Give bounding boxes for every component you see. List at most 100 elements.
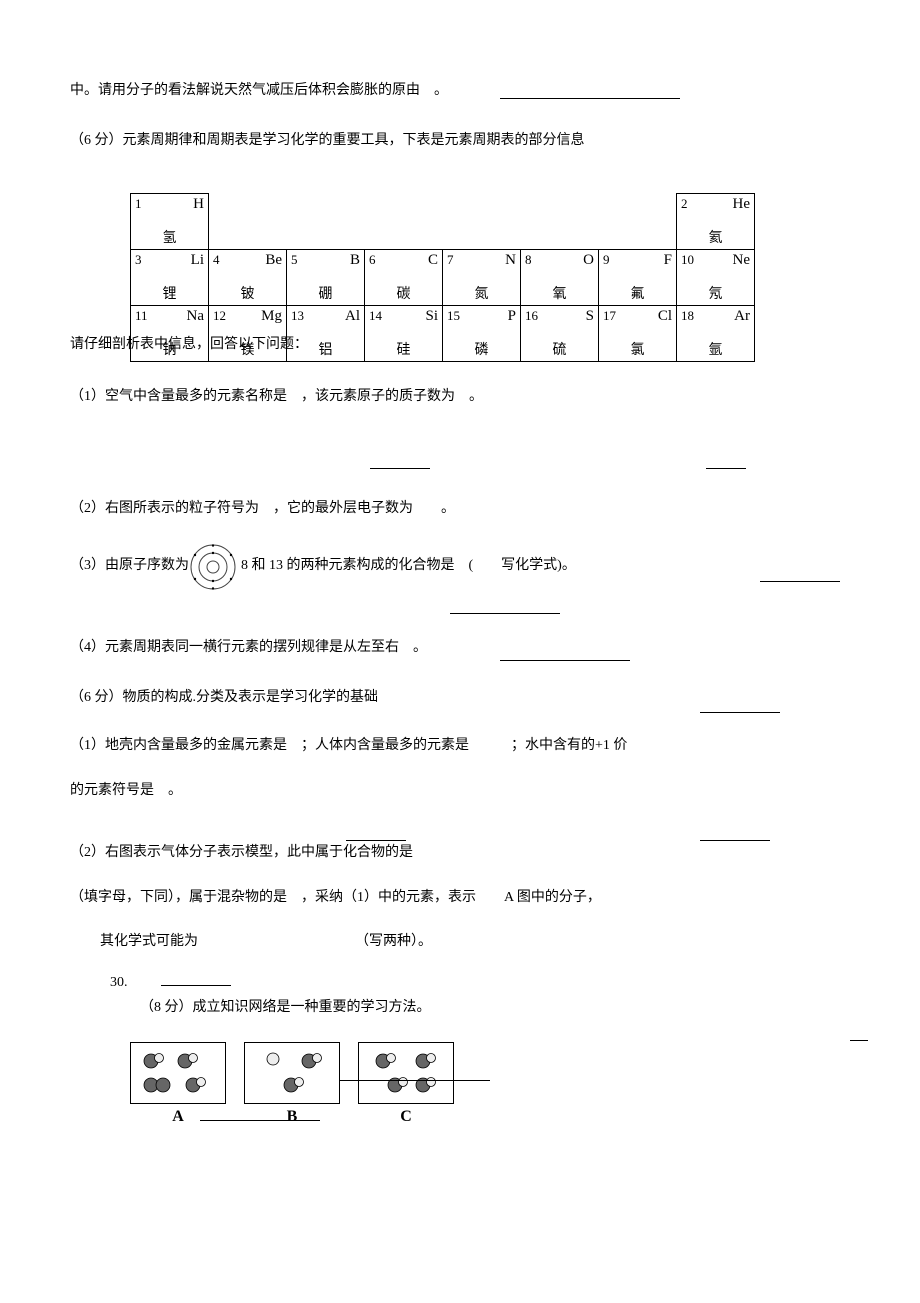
element-name: 锂 [131,283,208,303]
blank-line [760,581,840,582]
text: 30. [110,975,128,990]
molecule-a-icon [133,1045,223,1101]
spacer [70,613,850,623]
question-6b: （填字母，下同），属于混杂物的是 ，采纳（1）中的元素，表示 A 图中的分子， [70,887,850,909]
element-name: 氟 [599,283,676,303]
atomic-number: 8 [525,252,532,268]
periodic-cell: 1H氢 [131,193,209,249]
text: （写两种）。 [355,934,432,949]
element-symbol: P [508,308,516,325]
blank-line [161,985,231,986]
molecule-c-icon [361,1045,451,1101]
atomic-number: 10 [681,252,694,268]
element-symbol: Ar [734,308,750,325]
blank-line [200,1120,320,1121]
text: 中。请用分子的看法解说天然气减压后体积会膨胀的原由 。 [70,83,448,98]
periodic-cell: 7N氮 [443,249,521,305]
question-5b: 的元素符号是 。 [70,780,850,802]
paragraph-periodic-intro: （6 分）元素周期律和周期表是学习化学的重要工具，下表是元素周期表的部分信息 [70,130,850,152]
element-name: 氖 [677,283,754,303]
atomic-number: 12 [213,308,226,324]
question-6a: （2）右图表示气体分子表示模型，此中属于化合物的是 [70,842,850,864]
element-name: 氮 [443,283,520,303]
text: （6 分）元素周期律和周期表是学习化学的重要工具，下表是元素周期表的部分信息 [70,133,585,148]
periodic-cell: 16S硫 [521,305,599,361]
periodic-cell: 17Cl氯 [599,305,677,361]
molecule-label: B [244,1108,340,1126]
element-symbol: Al [345,308,360,325]
periodic-cell [209,193,287,249]
periodic-cell: 2He氦 [677,193,755,249]
blank-line [700,712,780,713]
overlay-instruction: 请仔细剖析表中信息，回答以下问题： [70,333,308,353]
molecule-label: C [358,1108,454,1126]
periodic-cell [521,193,599,249]
question-2: （2）右图所表示的粒子符号为 ，它的最外层电子数为 。 [70,498,850,520]
element-symbol: Cl [658,308,672,325]
blank-line [500,660,630,661]
text: （4）元素周期表同一横行元素的摆列规律是从左至右 。 [70,640,427,655]
atomic-number: 15 [447,308,460,324]
periodic-cell: 5B硼 [287,249,365,305]
blank-line [700,840,770,841]
molecule-box-a: A [130,1042,226,1126]
atomic-number: 18 [681,308,694,324]
blank-line [500,98,680,99]
text: （8 分）成立知识网络是一种重要的学习方法。 [140,1000,431,1015]
periodic-cell [365,193,443,249]
atomic-number: 11 [135,308,148,324]
text: 其化学式可能为 [100,934,198,949]
molecule-b-icon [247,1045,337,1101]
atomic-number: 2 [681,196,688,212]
element-name: 氩 [677,339,754,359]
element-symbol: O [583,252,594,269]
blank-line [450,613,560,614]
text: （6 分）物质的构成.分类及表示是学习化学的基础 [70,690,378,705]
element-symbol: Li [191,252,204,269]
text: （2）右图表示气体分子表示模型，此中属于化合物的是 [70,845,413,860]
molecule-box-b: B [244,1042,340,1126]
periodic-cell: 4Be铍 [209,249,287,305]
periodic-cell [443,193,521,249]
blank-line [370,468,430,469]
question-1: （1）空气中含量最多的元素名称是 ，该元素原子的质子数为 。 [70,386,850,408]
atomic-number: 6 [369,252,376,268]
atomic-number: 7 [447,252,454,268]
atomic-number: 13 [291,308,304,324]
atomic-number: 14 [369,308,382,324]
question-3: （3）由原子序数为 8 和 13 的两种元素构成的化合物是 ( 写化学式)。 [70,543,850,591]
text: （3）由原子序数为 [70,555,189,577]
element-symbol: He [733,196,751,213]
element-symbol: C [428,252,438,269]
atomic-number: 9 [603,252,610,268]
element-name: 硫 [521,339,598,359]
paragraph-section2: （6 分）物质的构成.分类及表示是学习化学的基础 [70,687,850,709]
question-5: （1）地壳内含量最多的金属元素是 ；人体内含量最多的元素是 ；水中含有的+1 价 [70,735,850,757]
question-4: （4）元素周期表同一横行元素的摆列规律是从左至右 。 [70,637,850,659]
question-30: （8 分）成立知识网络是一种重要的学习方法。 [140,997,850,1019]
atomic-number: 16 [525,308,538,324]
spacer-blanks [70,468,850,480]
atomic-number: 3 [135,252,142,268]
blank-line [340,1080,490,1081]
periodic-cell: 9 F氟 [599,249,677,305]
element-symbol: Na [187,308,205,325]
element-symbol: Si [425,308,438,325]
text: （填字母，下同），属于混杂物的是 ，采纳（1）中的元素，表示 A 图中的分子， [70,890,601,905]
atom-structure-icon [189,543,237,591]
molecule-box-c: C [358,1042,454,1126]
element-name: 磷 [443,339,520,359]
periodic-cell [287,193,365,249]
element-symbol: B [350,252,360,269]
element-name: 硼 [287,283,364,303]
element-symbol: F [664,252,672,269]
element-symbol: Be [265,252,282,269]
blank-line [706,468,746,469]
atomic-number: 17 [603,308,616,324]
question-30-num: 30. [110,975,850,991]
element-symbol: H [193,196,204,213]
text: 的元素符号是 。 [70,783,182,798]
molecule-models: A B C [130,1042,850,1126]
blank-line [346,840,406,841]
atomic-number: 4 [213,252,220,268]
